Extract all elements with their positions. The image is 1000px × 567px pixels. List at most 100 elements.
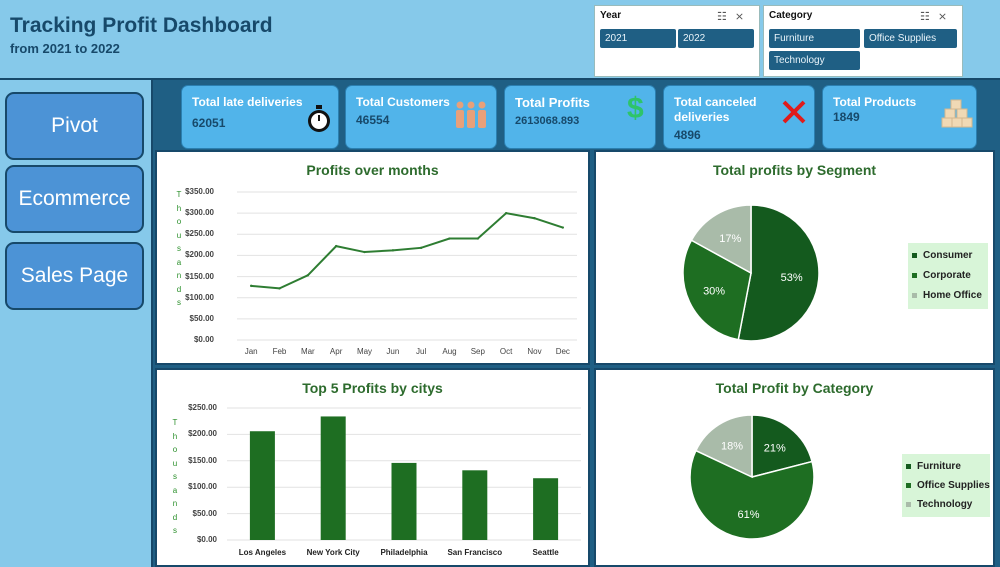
y-tick-label: $150.00 <box>188 455 217 465</box>
kpi-value: 2613068.893 <box>515 115 580 127</box>
chart-title: Top 5 Profits by citys <box>302 380 443 396</box>
clear-filter-icon[interactable]: ⨯ <box>937 11 956 23</box>
data-point <box>391 249 395 252</box>
y-tick-label: $0.00 <box>196 535 217 544</box>
data-point <box>561 226 565 229</box>
y-tick-label: $200.00 <box>185 250 214 260</box>
x-tick-label: May <box>356 347 373 356</box>
panel-profits-over-months: Profits over months Thousands $350.00 $30… <box>155 150 590 365</box>
data-point <box>306 274 310 277</box>
dashboard-header: Tracking Profit Dashboard from 2021 to 2… <box>0 0 1000 80</box>
legend-category: Furniture Office Supplies Technology <box>902 454 990 517</box>
y-axis-unit-label: Thousands <box>176 190 182 307</box>
pie-slice-label: 53% <box>781 272 803 284</box>
data-point <box>419 246 423 250</box>
x-tick-label: Oct <box>499 347 513 356</box>
x-tick-label: Philadelphia <box>380 548 428 557</box>
category-chip-technology[interactable]: Technology <box>769 51 860 70</box>
y-tick-label: $0.00 <box>193 335 214 344</box>
category-chip-office-supplies[interactable]: Office Supplies <box>864 29 957 48</box>
year-chip-2021[interactable]: 2021 <box>600 29 676 48</box>
legend-item: Consumer <box>912 246 984 266</box>
data-point <box>504 211 508 215</box>
legend-item: Office Supplies <box>906 476 990 495</box>
pie-slice <box>694 414 753 479</box>
y-tick-label: $200.00 <box>188 429 217 439</box>
category-chip-furniture[interactable]: Furniture <box>769 29 860 48</box>
x-tick-label: Sep <box>470 347 485 356</box>
legend-segment: Consumer Corporate Home Office <box>908 243 988 309</box>
stopwatch-icon <box>308 105 330 132</box>
pie-slice <box>690 204 752 275</box>
kpi-value: 1849 <box>833 110 860 124</box>
multi-select-icon[interactable]: ☷ <box>920 11 938 23</box>
pie-slice-label: 30% <box>703 285 725 297</box>
nav-button-ecommerce[interactable]: Ecommerce <box>5 165 144 233</box>
panel-profit-by-category: Total Profit by Category 21% 61% 18% Furni… <box>594 368 995 567</box>
bar <box>249 431 275 540</box>
nav-button-pivot[interactable]: Pivot <box>5 92 144 160</box>
bar-chart <box>227 407 581 541</box>
kpi-card-late-deliveries: Total late deliveries 62051 <box>181 85 339 149</box>
dollar-icon: $ <box>627 92 644 125</box>
y-tick-label: $300.00 <box>185 208 214 218</box>
x-tick-label: Jan <box>244 347 258 356</box>
y-tick-label: $100.00 <box>185 292 214 302</box>
legend-item: Corporate <box>912 266 984 286</box>
line-chart <box>237 191 577 341</box>
kpi-card-profits: Total Profits 2613068.893 $ <box>504 85 656 149</box>
bar <box>320 416 346 540</box>
y-tick-label: $350.00 <box>185 187 214 196</box>
x-tick-label: Mar <box>300 347 315 356</box>
y-tick-label: $50.00 <box>192 508 217 518</box>
pie-slice-label: 18% <box>721 441 743 453</box>
clear-filter-icon[interactable]: ⨯ <box>734 11 753 23</box>
pie-slice-label: 21% <box>764 443 786 455</box>
bar <box>533 478 559 540</box>
bar <box>391 462 417 540</box>
x-tick-label: Los Angeles <box>238 548 287 557</box>
x-tick-label: Jun <box>386 347 400 356</box>
data-point <box>278 287 281 290</box>
kpi-value: 4896 <box>674 128 701 142</box>
year-chip-2022[interactable]: 2022 <box>678 29 754 48</box>
people-icon <box>456 101 486 128</box>
bar <box>462 470 488 540</box>
year-slicer-label: Year <box>600 10 622 21</box>
kpi-value: 46554 <box>356 113 390 127</box>
legend-item: Home Office <box>912 286 984 306</box>
pie-chart-category: 21% 61% 18% <box>689 414 815 540</box>
x-tick-label: Feb <box>272 347 287 356</box>
cross-icon <box>782 100 806 124</box>
x-tick-label: Aug <box>442 347 457 356</box>
data-point <box>448 237 451 240</box>
chart-title: Profits over months <box>306 162 439 178</box>
pie-slice-label: 61% <box>737 509 759 521</box>
x-tick-label: San Francisco <box>447 548 503 557</box>
x-tick-label: Nov <box>527 347 542 356</box>
pie-chart-segment: 53% 30% 17% <box>682 204 820 342</box>
series-line <box>251 212 564 290</box>
kpi-label: Total canceled deliveries <box>674 95 757 124</box>
panel-top-profit-cities: Top 5 Profits by citys Thousands $250.00… <box>155 368 590 567</box>
x-tick-label: Seattle <box>532 548 559 557</box>
x-tick-label: Dec <box>555 347 570 356</box>
nav-button-sales-page[interactable]: Sales Page <box>5 242 144 310</box>
year-slicer: Year ☷⨯ 2021 2022 <box>594 5 760 77</box>
pie-slice <box>689 449 815 540</box>
page-subtitle: from 2021 to 2022 <box>10 41 120 56</box>
kpi-card-products: Total Products 1849 <box>822 85 977 149</box>
data-point <box>533 217 536 220</box>
page-title: Tracking Profit Dashboard <box>10 14 273 37</box>
y-tick-label: $250.00 <box>185 229 214 239</box>
data-point <box>334 244 338 248</box>
x-tick-label: Apr <box>329 347 343 356</box>
kpi-label: Total late deliveries <box>192 95 303 109</box>
y-tick-label: $250.00 <box>188 403 217 412</box>
data-point <box>476 237 480 240</box>
kpi-value: 62051 <box>192 116 226 130</box>
multi-select-icon[interactable]: ☷ <box>717 11 735 23</box>
x-tick-label: New York City <box>306 548 360 557</box>
legend-item: Technology <box>906 495 986 514</box>
boxes-icon <box>941 99 973 128</box>
